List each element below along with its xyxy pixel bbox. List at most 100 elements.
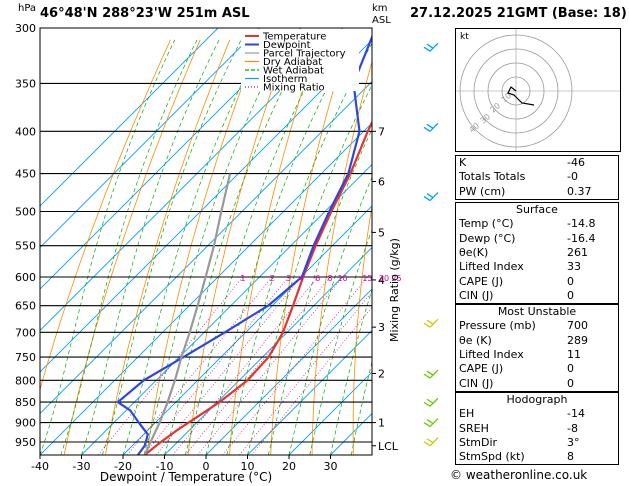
mixing-ratio-line — [197, 276, 343, 455]
x-axis-label: Dewpoint / Temperature (°C) — [100, 470, 272, 484]
pressure-tick-label: 350 — [15, 77, 36, 90]
mixing-ratio-label: 20 — [379, 274, 389, 283]
mu-value-pressure: 700 — [567, 319, 588, 333]
mixing-ratio-label: 25 — [391, 274, 401, 283]
mu-label-pressure: Pressure (mb) — [459, 319, 536, 333]
mixing-ratio-label: 8 — [328, 274, 333, 283]
wind-barb — [423, 42, 439, 52]
index-label-tt: Totals Totals — [459, 170, 526, 184]
mixing-ratio-line — [251, 306, 372, 455]
mu-value-li: 11 — [567, 348, 581, 362]
wet-adiabat-line — [122, 39, 264, 455]
series-parcel-trajectory — [143, 173, 232, 455]
pressure-tick-label: 550 — [15, 240, 36, 253]
mixing-ratio-label: 2 — [269, 274, 274, 283]
table-row: Totals Totals -0 — [456, 170, 619, 184]
height-tick-label: 7 — [378, 125, 385, 138]
pressure-tick-label: 450 — [15, 168, 36, 181]
pressure-tick-label: 700 — [15, 326, 36, 339]
hodograph-title: Hodograph — [455, 392, 619, 408]
mixing-ratio-axis-label: Mixing Ratio (g/kg) — [388, 238, 401, 342]
table-row: SREH -8 — [456, 422, 619, 436]
hodo-kt-label: kt — [460, 32, 469, 42]
table-row: CAPE (J) 0 — [456, 362, 619, 376]
wind-barb — [423, 397, 439, 407]
hodo-value-sreh: -8 — [567, 421, 578, 435]
isotherm-line — [205, 288, 372, 455]
dry-adiabat-line — [105, 39, 231, 455]
hodo-label-eh: EH — [459, 407, 475, 421]
table-row: CIN (J) 0 — [456, 376, 619, 391]
table-row: Lifted Index 33 — [456, 260, 619, 274]
mixing-ratio-line — [185, 276, 331, 455]
dry-adiabat-line — [187, 39, 290, 455]
pressure-tick-label: 400 — [15, 125, 36, 138]
hodograph-panel: 10 20 30 40 kt — [455, 28, 621, 152]
table-row: StmSpd (kt) 8 — [456, 450, 619, 465]
mixing-ratio-line — [126, 276, 273, 455]
hodograph-plot: 10 20 30 40 kt — [456, 29, 620, 151]
x-tick-label: 20 — [282, 460, 296, 473]
wet-adiabat-line — [164, 39, 308, 455]
x-tick-label: -40 — [31, 460, 49, 473]
isotherm-line — [247, 329, 372, 455]
legend-entry: Temperature — [262, 32, 326, 43]
hodo-label-sreh: SREH — [459, 421, 489, 435]
legend-entry: Mixing Ratio — [263, 83, 325, 94]
most-unstable-table: Most Unstable Pressure (mb) 700 θe (K) 289… — [455, 304, 619, 392]
dry-adiabat-line — [146, 39, 260, 455]
table-row: StmDir 3° — [456, 436, 619, 450]
isotherm-line — [122, 205, 372, 455]
wet-adiabat-line — [226, 42, 372, 455]
table-row: θe(K) 261 — [456, 246, 619, 260]
table-row: Most Unstable — [455, 304, 619, 320]
table-row: Lifted Index 11 — [456, 348, 619, 362]
table-row: Surface — [455, 202, 619, 218]
datetime-title: 27.12.2025 21GMT (Base: 18) — [410, 6, 627, 21]
mixing-ratio-line — [155, 276, 302, 455]
table-row: θe (K) 289 — [456, 334, 619, 348]
surface-table: Surface Temp (°C) -14.8 Dewp (°C) -16.4 θe… — [455, 202, 619, 305]
wet-adiabat-line — [288, 176, 372, 455]
location-title: 46°48'N 288°23'W 251m ASL — [40, 6, 250, 21]
mixing-ratio-label: 6 — [315, 274, 320, 283]
indices-table: K -46 Totals Totals -0 PW (cm) 0.37 — [455, 155, 619, 200]
dry-adiabat-line — [352, 203, 372, 455]
wind-barb — [423, 192, 439, 202]
wind-barb — [423, 437, 439, 447]
x-tick-label: -10 — [156, 460, 174, 473]
legend-entry: Dewpoint — [263, 40, 311, 51]
table-row: Dewp (°C) -16.4 — [456, 232, 619, 246]
height-tick-label: 5 — [378, 226, 385, 239]
mu-label-thetae: θe (K) — [459, 333, 492, 347]
wet-adiabat-line — [40, 39, 176, 455]
pressure-tick-label: 650 — [15, 300, 36, 313]
isotherm-line — [40, 80, 372, 415]
index-value-k: -46 — [567, 156, 585, 170]
wind-barb — [423, 369, 439, 379]
index-label-k: K — [459, 156, 467, 170]
mu-value-thetae: 289 — [567, 333, 588, 347]
legend-entry: Dry Adiabat — [263, 57, 322, 68]
surface-label-thetae: θe(K) — [459, 246, 489, 260]
index-value-pw: 0.37 — [567, 184, 592, 198]
isotherm-line — [40, 39, 372, 373]
hpa-label: hPa — [18, 3, 37, 14]
wet-adiabat-line — [101, 39, 242, 455]
pressure-tick-label: 750 — [15, 351, 36, 364]
surface-label-temp: Temp (°C) — [459, 217, 514, 231]
isotherm-line — [288, 371, 372, 455]
surface-value-dewp: -16.4 — [567, 231, 596, 245]
dry-adiabat-line — [63, 39, 201, 455]
isotherm-line — [40, 122, 372, 455]
mixing-ratio-line — [172, 276, 318, 455]
mixing-ratio-label: 1 — [240, 274, 245, 283]
hodo-trace — [507, 86, 535, 106]
mixing-ratio-line — [97, 276, 244, 455]
height-tick-label: 2 — [378, 367, 385, 380]
dry-adiabat-line — [40, 39, 171, 392]
wet-adiabat-line — [143, 39, 286, 455]
hodo-ring-label-4: 40 — [468, 121, 482, 134]
hodo-value-eh: -14 — [567, 407, 585, 421]
hodo-value-stmdir: 3° — [567, 436, 580, 450]
